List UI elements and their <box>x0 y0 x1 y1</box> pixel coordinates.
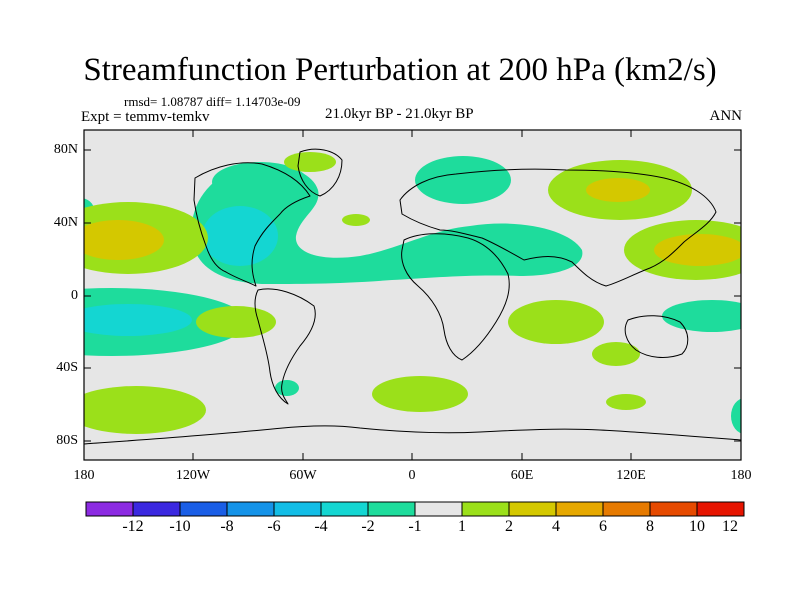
colorbar-label-8: 1 <box>458 518 466 535</box>
colorbar-label-3: -8 <box>220 518 234 535</box>
colorbar-label-11: 6 <box>599 518 607 535</box>
lon-label-120w: 120W <box>175 468 211 483</box>
na-cyan-core <box>202 206 278 266</box>
colorbar-box-7 <box>367 501 416 517</box>
colorbar-box-10 <box>508 501 557 517</box>
colorbar-box-12 <box>602 501 651 517</box>
south-atlantic-yellow-green <box>508 300 604 344</box>
antarctica-coast <box>84 425 741 445</box>
patagonia-green <box>275 380 299 396</box>
period-label: 21.0kyr BP - 21.0kyr BP <box>325 106 474 122</box>
colorbar-label-1: -12 <box>122 518 144 535</box>
north-pacific-yellow <box>84 220 164 260</box>
tropical-pacific-cyan <box>84 304 192 336</box>
lon-label-180e: 180 <box>730 468 752 483</box>
europe-green <box>415 156 511 204</box>
southeast-pacific-green <box>731 398 741 434</box>
africa-coast <box>401 233 510 361</box>
north-america-coast <box>193 162 311 287</box>
colorbar-label-12: 8 <box>646 518 654 535</box>
australia-coast <box>624 315 689 358</box>
lat-label-40n: 40N <box>53 215 78 230</box>
colorbar-box-14 <box>696 501 745 517</box>
colorbar-box-9 <box>461 501 510 517</box>
south-america-coast <box>254 288 316 405</box>
lon-label-0: 0 <box>408 468 416 483</box>
lon-label-120e: 120E <box>616 468 646 483</box>
colorbar-label-6: -2 <box>361 518 375 535</box>
lon-label-60e: 60E <box>510 468 534 483</box>
tropical-atlantic-yellow-green <box>196 306 276 338</box>
south-atlantic-band <box>372 376 468 412</box>
colorbar-box-4 <box>226 501 275 517</box>
arctic-yellow-green <box>284 152 336 172</box>
lon-label-60w: 60W <box>289 468 317 483</box>
colorbar-label-14: 12 <box>722 518 738 535</box>
rmsd-stats: rmsd= 1.08787 diff= 1.14703e-09 <box>124 94 301 109</box>
north-atlantic-small <box>342 214 370 226</box>
south-pacific-yellow-green <box>84 386 206 434</box>
west-pacific-green <box>662 300 741 332</box>
lat-label-80s: 80S <box>56 433 78 448</box>
east-asia-yellow <box>654 234 741 266</box>
colorbar-label-10: 4 <box>552 518 560 535</box>
colorbar-box-5 <box>273 501 322 517</box>
colorbar-box-3 <box>179 501 228 517</box>
greenland-green <box>212 162 308 202</box>
season-label: ANN <box>709 108 743 124</box>
colorbar-label-2: -10 <box>169 518 191 535</box>
lat-label-0: 0 <box>71 288 78 303</box>
greenland-coast <box>297 148 343 197</box>
colorbar-label-4: -6 <box>267 518 281 535</box>
experiment-label: Expt = temmv-temkv <box>81 109 210 125</box>
lat-label-40s: 40S <box>56 360 78 375</box>
colorbar-label-5: -4 <box>314 518 328 535</box>
colorbar-label-9: 2 <box>505 518 513 535</box>
plot-title: Streamfunction Perturbation at 200 hPa (… <box>83 52 717 88</box>
axis-ticks <box>83 130 742 460</box>
colorbar-label-7: -1 <box>408 518 422 535</box>
colorbar-box-13 <box>649 501 698 517</box>
lat-label-80n: 80N <box>53 142 78 157</box>
colorbar-box-2 <box>132 501 181 517</box>
colorbar <box>85 501 745 517</box>
colorbar-label-13: 10 <box>689 518 705 535</box>
colorbar-box-11 <box>555 501 604 517</box>
contour-fills <box>84 148 741 445</box>
southern-ocean-yellow-green <box>606 394 646 410</box>
eurasia-coast <box>399 168 717 287</box>
colorbar-box-1 <box>85 501 134 517</box>
lon-label-180w: 180 <box>73 468 95 483</box>
colorbar-box-6 <box>320 501 369 517</box>
australia-yellow-green <box>592 342 640 366</box>
colorbar-box-8 <box>414 501 463 517</box>
siberia-yellow <box>586 178 650 202</box>
